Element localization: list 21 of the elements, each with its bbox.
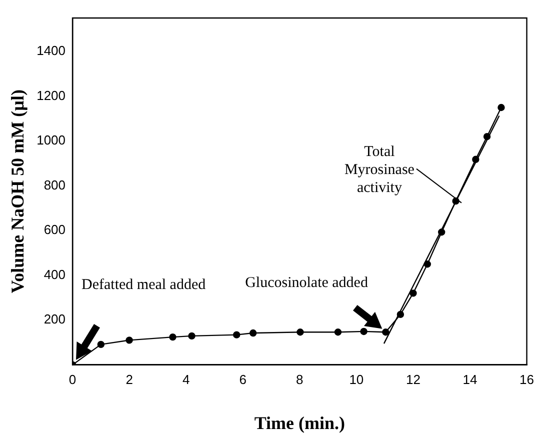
- annotation: Defatted meal added: [82, 276, 206, 293]
- y-tick-label: 600: [44, 222, 66, 238]
- y-tick-label: 200: [44, 312, 66, 327]
- annotation: Total Myrosinase activity: [344, 144, 415, 196]
- y-tick-label: 1000: [36, 132, 66, 148]
- x-tick-label: 14: [462, 372, 478, 388]
- x-tick-label: 2: [126, 372, 133, 388]
- x-tick-label: 16: [520, 372, 534, 388]
- y-axis-title: Volume NaOH 50 mM (µl): [7, 90, 28, 294]
- y-tick-label: 400: [44, 266, 66, 282]
- x-tick-label: 12: [406, 372, 420, 388]
- y-tick-label: 1200: [36, 88, 66, 103]
- annotation: Glucosinolate added: [245, 274, 368, 291]
- y-tick-label: 1400: [36, 43, 66, 58]
- x-tick-label: 4: [182, 372, 190, 388]
- x-tick-label: 6: [239, 372, 246, 388]
- y-tick-label: 800: [44, 177, 66, 192]
- x-axis-title: Time (min.): [254, 412, 345, 433]
- x-tick-label: 0: [68, 372, 76, 388]
- x-tick-label: 8: [296, 372, 304, 388]
- x-tick-label: 10: [349, 372, 364, 388]
